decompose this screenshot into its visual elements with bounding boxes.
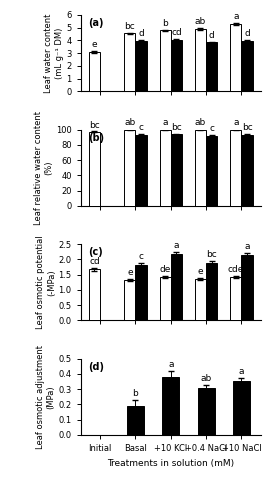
Text: a: a [174, 241, 179, 250]
Text: c: c [139, 123, 144, 132]
Text: a: a [245, 242, 250, 251]
Text: a: a [162, 118, 168, 128]
Bar [171, 134, 182, 206]
Bar [230, 130, 242, 206]
Text: e: e [92, 40, 97, 50]
Bar [136, 41, 147, 92]
Text: bc: bc [206, 250, 217, 260]
Text: ab: ab [195, 17, 206, 26]
Text: (a): (a) [88, 18, 103, 28]
Bar [195, 29, 206, 92]
Text: d: d [138, 29, 144, 38]
Bar [230, 277, 242, 320]
Text: cde: cde [228, 265, 244, 274]
Text: e: e [127, 268, 133, 277]
Bar [136, 135, 147, 206]
Bar [89, 132, 100, 206]
Bar [242, 135, 253, 206]
Y-axis label: Leaf relative water content
(%): Leaf relative water content (%) [34, 110, 53, 224]
Bar [195, 130, 206, 206]
Bar [206, 42, 217, 92]
Text: (c): (c) [88, 247, 103, 257]
Bar [160, 277, 171, 320]
Y-axis label: Leaf water content
(mL g⁻¹ DM): Leaf water content (mL g⁻¹ DM) [44, 14, 63, 93]
Bar [242, 41, 253, 92]
Bar [160, 30, 171, 92]
Bar [89, 270, 100, 320]
Text: de: de [160, 265, 171, 274]
Bar [171, 254, 182, 320]
Bar [230, 24, 242, 92]
Text: bc: bc [89, 120, 100, 130]
Text: b: b [133, 389, 138, 398]
Text: d: d [209, 31, 215, 40]
Bar [198, 388, 215, 435]
Bar [127, 406, 144, 435]
Bar [124, 130, 136, 206]
Text: c: c [139, 252, 144, 262]
Bar [242, 255, 253, 320]
Bar [233, 381, 250, 435]
Bar [206, 136, 217, 206]
Y-axis label: Leaf osmotic adjustment
(MPa): Leaf osmotic adjustment (MPa) [36, 345, 56, 449]
Text: (b): (b) [88, 132, 104, 142]
Bar [171, 40, 182, 92]
Bar [124, 280, 136, 320]
X-axis label: Treatments in solution (mM): Treatments in solution (mM) [107, 458, 234, 468]
Text: c: c [209, 124, 214, 133]
Text: bc: bc [242, 124, 253, 132]
Text: a: a [233, 12, 239, 20]
Text: cd: cd [89, 258, 100, 266]
Text: a: a [168, 360, 174, 369]
Bar [124, 34, 136, 92]
Text: d: d [244, 30, 250, 38]
Text: ab: ab [195, 118, 206, 128]
Text: bc: bc [125, 22, 135, 30]
Text: (d): (d) [88, 362, 104, 372]
Text: bc: bc [171, 122, 182, 132]
Text: e: e [198, 268, 203, 276]
Bar [195, 279, 206, 320]
Text: ab: ab [124, 118, 136, 128]
Bar [136, 265, 147, 320]
Bar [206, 263, 217, 320]
Text: a: a [239, 367, 244, 376]
Bar [162, 377, 179, 435]
Text: b: b [162, 18, 168, 28]
Bar [89, 52, 100, 92]
Y-axis label: Leaf osmotic potential
(-MPa): Leaf osmotic potential (-MPa) [36, 236, 56, 329]
Bar [160, 130, 171, 206]
Text: cd: cd [171, 28, 182, 37]
Text: a: a [233, 118, 239, 128]
Text: ab: ab [200, 374, 212, 384]
